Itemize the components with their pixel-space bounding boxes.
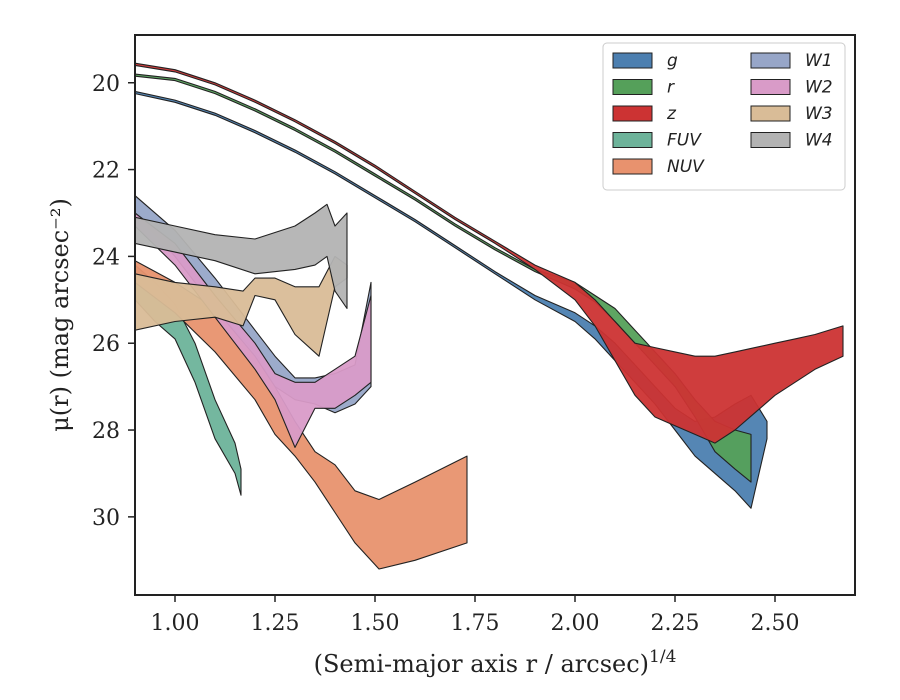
legend-label-fuv: FUV	[667, 131, 702, 151]
legend-swatch-r	[612, 79, 653, 95]
y-tick-label: 30	[92, 506, 120, 531]
y-axis-label: μ(r) (mag arcsec⁻²)	[46, 198, 74, 432]
band-r	[135, 73, 752, 483]
x-tick-label: 2.00	[551, 611, 600, 636]
legend-label-w3: W3	[805, 104, 833, 124]
legend-label-z: z	[666, 104, 677, 124]
legend-swatch-g	[612, 52, 653, 69]
legend: grz FUV NUV W1 W2 W3 W4	[602, 42, 846, 191]
y-tick-label: 28	[92, 419, 120, 444]
y-tick-label: 20	[92, 72, 120, 97]
y-tick-label: 22	[92, 159, 120, 184]
legend-label-w4: W4	[805, 131, 833, 151]
band-w2	[135, 212, 372, 448]
x-axis-label: (Semi-major axis r / arcsec)1/4	[314, 647, 677, 678]
band-w4	[135, 203, 348, 310]
x-tick-label: 1.50	[351, 611, 400, 636]
legend-swatch-fuv	[612, 132, 653, 148]
legend-swatch-z	[612, 105, 653, 122]
plot-frame	[134, 34, 856, 596]
axes: 1.00 1.25 1.50 1.75 2.00 2.25 2.50 20 22 24 26 28 30…	[46, 34, 856, 678]
x-tick-label: 1.75	[451, 611, 500, 636]
legend-label-w1: W1	[805, 51, 833, 71]
legend-label-nuv: NUV	[667, 157, 705, 177]
band-g	[135, 90, 768, 509]
legend-swatch-w2	[750, 79, 791, 95]
legend-label-w2: W2	[805, 78, 833, 98]
profile-bands	[135, 62, 844, 570]
y-tick-label: 26	[92, 332, 120, 357]
legend-swatch-w4	[750, 132, 791, 148]
legend-swatch-nuv	[612, 158, 653, 175]
band-z	[135, 62, 844, 444]
legend-swatch-w1	[750, 52, 791, 69]
y-tick-label: 24	[92, 245, 120, 270]
legend-label-r: r	[667, 78, 675, 98]
x-tick-label: 1.00	[151, 611, 200, 636]
x-tick-label: 1.25	[251, 611, 300, 636]
legend-label-g: g	[667, 51, 678, 71]
x-tick-label: 2.50	[751, 611, 800, 636]
x-tick-label: 2.25	[651, 611, 700, 636]
legend-swatch-w3	[750, 105, 791, 122]
